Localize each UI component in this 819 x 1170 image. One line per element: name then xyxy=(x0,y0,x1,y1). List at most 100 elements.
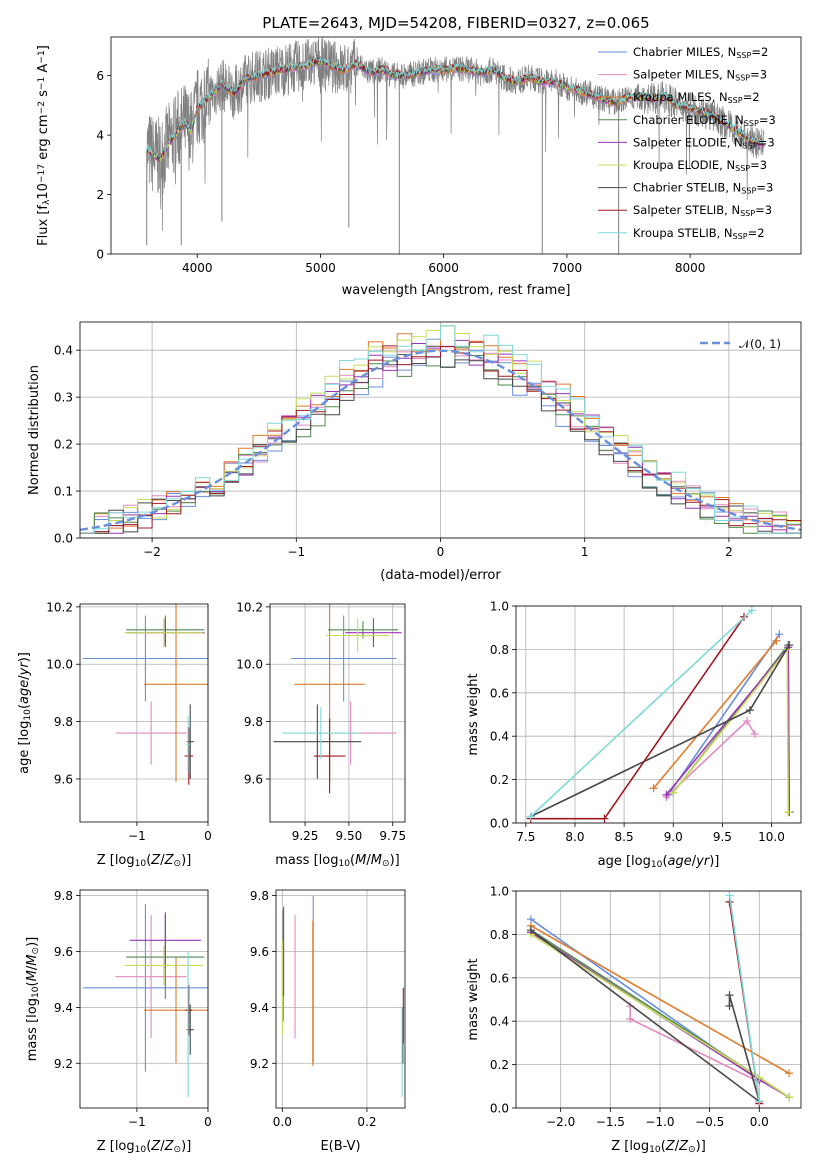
errorbar-kroupa-stelib xyxy=(282,707,360,759)
errorbar-chabrier-stelib xyxy=(273,704,362,779)
x-tick-label: 1 xyxy=(581,545,589,559)
mass-vs-ebv-frame xyxy=(275,889,406,1109)
y-tick-label: 0.4 xyxy=(54,344,73,358)
weight-marker xyxy=(725,891,734,900)
y-tick-label: 9.2 xyxy=(54,1057,73,1071)
x-tick-label: 0.2 xyxy=(357,1115,376,1129)
y-tick-label: 10.2 xyxy=(46,600,73,614)
errorbar-kroupa-miles xyxy=(144,957,208,1064)
errorbar-salpeter-elodie xyxy=(345,618,402,648)
weight-marker xyxy=(662,790,671,799)
weight-vs-age-plot xyxy=(526,606,794,823)
errorbar-kroupa-stelib xyxy=(186,715,190,774)
y-tick-label: 0.2 xyxy=(54,438,73,452)
errorbar-kroupa-elodie xyxy=(326,618,390,653)
errorbar-kroupa-elodie xyxy=(124,945,204,986)
y-tick-label: 0.1 xyxy=(54,485,73,499)
x-tick-label: 4000 xyxy=(182,261,213,275)
x-tick-label: 9.5 xyxy=(713,830,732,844)
age-vs-mass-plot xyxy=(273,604,402,794)
weight-line xyxy=(530,925,790,1074)
weights-salpeter-elodie xyxy=(662,643,794,817)
y-tick-label: 1.0 xyxy=(490,600,509,614)
y-tick-label: 9.6 xyxy=(250,945,269,959)
y-tick-label: 9.6 xyxy=(54,772,73,786)
spectrum-xlabel: wavelength [Angstrom, rest frame] xyxy=(342,283,571,298)
y-tick-label: 9.6 xyxy=(244,772,263,786)
weight-marker xyxy=(747,606,756,615)
weight-marker xyxy=(785,641,794,650)
y-tick-label: 10.0 xyxy=(236,658,263,672)
mass-vs-Z-ylabel: mass [log10(M/M⊙)] xyxy=(25,937,41,1061)
y-tick-label: 0.4 xyxy=(490,1015,509,1029)
errorbar-salpeter-miles xyxy=(115,701,187,765)
x-tick-label: 8.5 xyxy=(615,830,634,844)
errorbar-salpeter-stelib xyxy=(313,718,346,794)
errorbar-chabrier-miles xyxy=(82,903,208,1072)
y-tick-label: 0.0 xyxy=(54,532,73,546)
weight-marker xyxy=(600,814,609,823)
weight-vs-age-axes: 7.5 8.0 8.5 9.0 9.5 10.0 0.0 0.2 0.4 0.6 0.8 1.0 age… xyxy=(466,600,802,870)
age-vs-mass-grid xyxy=(270,604,405,822)
residuals-xlabel: (data-model)/error xyxy=(380,568,501,583)
x-tick-label: −0.5 xyxy=(695,1115,724,1129)
weight-marker xyxy=(772,636,781,645)
errorbar-salpeter-miles xyxy=(115,915,187,1039)
y-tick-label: 0.2 xyxy=(490,1058,509,1072)
weight-marker xyxy=(725,1002,734,1011)
x-tick-label: −1 xyxy=(287,545,305,559)
weight-line xyxy=(530,929,761,1104)
weight-marker xyxy=(669,788,678,797)
weight-marker xyxy=(649,784,658,793)
errorbar-salpeter-elodie xyxy=(129,912,201,969)
errorbar-chabrier-miles xyxy=(82,615,208,702)
errorbar-salpeter-stelib xyxy=(184,727,194,785)
age-vs-Z-ylabel: age [log10(age/yr)] xyxy=(17,652,33,774)
legend-entry: Salpeter MILES, NSSP=3 xyxy=(633,68,767,83)
legend-entry: Kroupa MILES, NSSP=2 xyxy=(633,90,760,105)
weight-vs-Z-xlabel: Z [log10(Z/Z⊙)] xyxy=(611,1139,706,1155)
weight-marker xyxy=(745,706,754,715)
spectrum-ylabel: Flux [fλ10−17 erg cm−2 s−1 A−1] xyxy=(36,45,52,246)
mass-vs-ebv-plot xyxy=(281,895,404,1097)
residuals-plot xyxy=(80,325,801,534)
legend-entry: Chabrier STELIB, NSSP=3 xyxy=(633,181,773,196)
age-vs-mass-xlabel: mass [log10(M/M⊙)] xyxy=(275,853,399,869)
errorbar-salpeter-stelib xyxy=(185,985,193,1036)
y-tick-label: 0.0 xyxy=(490,1102,509,1116)
y-tick-label: 9.8 xyxy=(54,715,73,729)
mass-vs-Z-plot xyxy=(82,903,208,1097)
errorbar-chabrier-miles xyxy=(291,615,397,702)
x-tick-label: 9.25 xyxy=(292,829,319,843)
x-tick-label: 6000 xyxy=(428,261,459,275)
residuals-ylabel: Normed distribution xyxy=(27,365,42,495)
x-tick-label: 7000 xyxy=(552,261,583,275)
legend-entry: Chabrier ELODIE, NSSP=3 xyxy=(633,113,776,128)
x-tick-label: −1 xyxy=(128,829,146,843)
legend-entry: Kroupa ELODIE, NSSP=3 xyxy=(633,158,767,173)
mass-vs-Z-frame xyxy=(79,889,209,1109)
weights-chabrier-elodie xyxy=(669,641,794,817)
spectrum-frame xyxy=(110,36,802,255)
weight-marker xyxy=(626,1015,635,1024)
weights-chabrier-stelib xyxy=(526,926,764,1106)
legend-entry: 𝒩(0, 1) xyxy=(739,337,781,351)
legend-entry: Salpeter STELIB, NSSP=3 xyxy=(633,203,772,218)
spectrum-plot xyxy=(146,37,765,254)
mass-vs-Z-axes: −1 0 9.2 9.4 9.6 9.8 Z [log10(Z/Z⊙)] mass [log1… xyxy=(25,889,212,1155)
weight-vs-age-xlabel: age [log10(age/yr)] xyxy=(598,854,720,870)
legend-entry: Chabrier MILES, NSSP=2 xyxy=(633,45,768,60)
y-tick-label: 10.0 xyxy=(46,658,73,672)
weight-marker xyxy=(750,730,759,739)
y-tick-label: 0.8 xyxy=(490,928,509,942)
weight-vs-Z-plot xyxy=(526,891,794,1108)
y-tick-label: 0.6 xyxy=(490,971,509,985)
x-tick-label: 9.0 xyxy=(664,830,683,844)
gaussian-curve xyxy=(80,349,801,531)
x-tick-label: 5000 xyxy=(305,261,336,275)
age-vs-mass-frame xyxy=(269,603,406,823)
weights-kroupa-stelib xyxy=(725,891,764,1106)
weight-marker xyxy=(742,717,751,726)
y-tick-label: 0.4 xyxy=(490,730,509,744)
